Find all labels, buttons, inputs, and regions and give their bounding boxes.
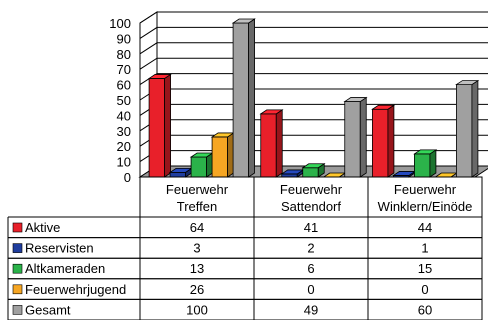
data-label: 41	[304, 220, 318, 235]
bar-front	[260, 113, 277, 178]
y-tick-label: 10	[117, 155, 131, 170]
y-tick-label: 90	[117, 31, 131, 46]
category-label: Feuerwehr	[280, 182, 343, 197]
bar-reservisten	[168, 167, 193, 178]
data-label: 100	[186, 302, 208, 317]
legend-swatch-altkameraden	[12, 263, 23, 274]
bar-front	[169, 171, 186, 178]
bar-side	[429, 149, 437, 178]
category-label: Feuerwehr	[166, 182, 229, 197]
bar-front	[344, 101, 361, 178]
bar-front	[456, 84, 473, 178]
category-label: Feuerwehr	[394, 182, 457, 197]
bar-top	[259, 109, 284, 115]
legend-label: Altkameraden	[25, 261, 105, 276]
y-tick-label: 0	[124, 170, 131, 185]
bar-side	[387, 104, 395, 178]
bar-aktive	[259, 109, 284, 178]
data-label: 44	[418, 220, 432, 235]
data-label: 13	[190, 261, 204, 276]
y-tick-label: 40	[117, 108, 131, 123]
bar-aktive	[147, 73, 172, 178]
data-label: 0	[307, 282, 314, 297]
bar-side	[164, 73, 171, 178]
bar-front	[148, 78, 165, 178]
data-label: 26	[190, 282, 204, 297]
bar-gesamt	[231, 18, 256, 178]
data-label: 60	[418, 302, 432, 317]
legend-label: Reservisten	[25, 241, 94, 256]
gridline	[139, 73, 488, 86]
data-label: 6	[307, 261, 314, 276]
data-label: 0	[421, 282, 428, 297]
data-label: 1	[421, 241, 428, 256]
data-label: 49	[304, 302, 318, 317]
y-tick-label: 60	[117, 78, 131, 93]
category-label: Sattendorf	[281, 199, 341, 214]
legend-swatch-gesamt	[12, 305, 23, 315]
bar-altkameraden	[301, 163, 326, 178]
legend-label: Feuerwehrjugend	[25, 282, 126, 297]
bar-front	[190, 156, 207, 178]
bar-altkameraden	[189, 152, 214, 178]
y-tick-label: 70	[117, 62, 131, 77]
data-label: 15	[418, 261, 432, 276]
bar-gesamt	[343, 96, 368, 178]
bar-top	[371, 104, 396, 110]
y-tick-label: 100	[109, 16, 131, 31]
bar-top	[301, 163, 326, 169]
data-label: 64	[190, 220, 204, 235]
bar-top	[231, 18, 256, 24]
y-tick-label: 50	[117, 93, 131, 108]
bar-front	[232, 22, 249, 178]
bar-front	[372, 108, 389, 178]
bar-side	[275, 109, 283, 178]
bar-front	[414, 153, 431, 178]
gridline	[139, 11, 488, 24]
legend-swatch-reservisten	[12, 243, 23, 253]
category-label: Winklern/Einöde	[378, 199, 473, 214]
bar-side	[471, 79, 479, 178]
legend-swatch-feuerwehrjugend	[12, 284, 23, 295]
bar-front	[302, 167, 319, 178]
legend-label: Gesamt	[25, 302, 71, 317]
bar-altkameraden	[413, 149, 438, 178]
bar-side	[359, 96, 367, 178]
bar-top	[455, 80, 480, 85]
y-tick-label: 30	[117, 124, 131, 139]
data-label: 3	[193, 241, 200, 256]
gridline	[139, 57, 488, 70]
data-label: 2	[307, 241, 314, 256]
gridline	[139, 26, 488, 39]
bar-side	[248, 18, 255, 178]
category-label: Treffen	[177, 199, 217, 214]
bar-aktive	[371, 104, 396, 178]
y-tick-label: 80	[117, 47, 131, 62]
bar-feuerwehrjugend	[210, 132, 235, 178]
bar-front	[211, 136, 228, 178]
legend-swatch-aktive	[12, 222, 23, 233]
bar-top	[147, 74, 172, 79]
legend-label: Aktive	[25, 220, 60, 235]
bar-gesamt	[455, 79, 480, 178]
y-tick-label: 20	[117, 139, 131, 154]
bar-top	[413, 149, 438, 155]
gridline	[139, 42, 488, 55]
bar-top	[343, 97, 368, 102]
